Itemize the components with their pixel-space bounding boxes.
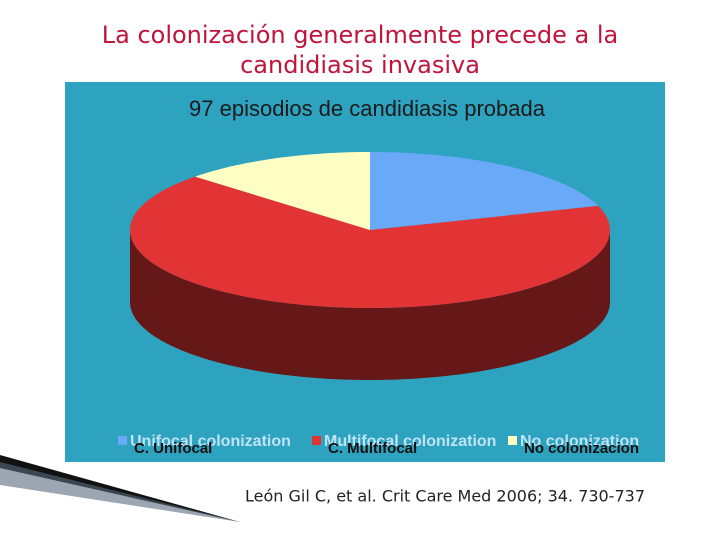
- slice: [370, 152, 599, 230]
- decoration: [0, 455, 240, 522]
- decoration: [0, 462, 240, 522]
- chart-title: 97 episodios de candidiasis probada: [189, 96, 546, 121]
- legend-label: No colonizacion: [524, 440, 639, 457]
- legend-label: C. Unifocal: [134, 440, 212, 457]
- citation: León Gil C, et al. Crit Care Med 2006; 3…: [245, 487, 645, 506]
- legend-underlay: No colonization: [520, 433, 639, 450]
- legend-swatch: [118, 436, 127, 445]
- pie: [130, 152, 610, 380]
- slide-title: La colonización generalmente precede a l…: [102, 21, 619, 49]
- legend-underlay: Multifocal colonization: [324, 433, 496, 450]
- slice: [195, 152, 370, 230]
- legend-underlay: Unifocal colonization: [130, 433, 291, 450]
- legend-swatch: [312, 436, 321, 445]
- legend-label: C. Multifocal: [328, 440, 417, 457]
- slice: [130, 176, 610, 308]
- legend-swatch: [508, 436, 517, 445]
- slide-title: candidiasis invasiva: [240, 51, 480, 79]
- slice-side: [130, 230, 610, 380]
